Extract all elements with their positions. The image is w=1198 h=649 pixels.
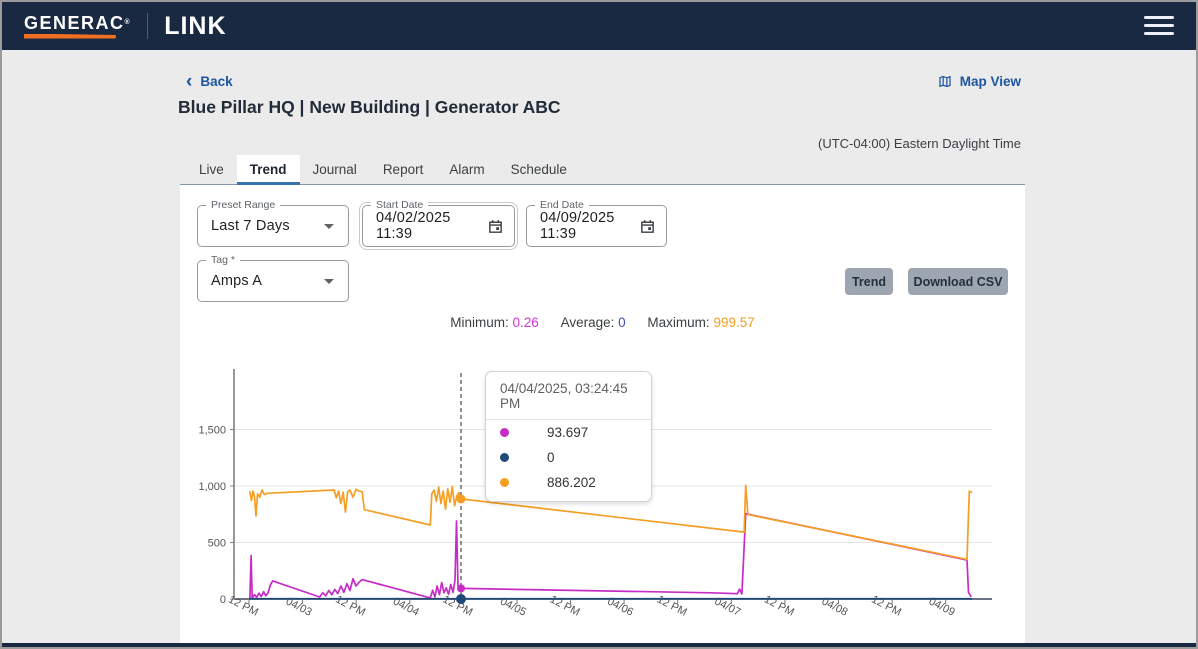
map-view-button[interactable]: Map View (937, 74, 1021, 89)
chart-tooltip: 04/04/2025, 03:24:45 PM 93.697 0 886.202 (485, 371, 652, 502)
tooltip-timestamp: 04/04/2025, 03:24:45 PM (486, 372, 651, 420)
chevron-down-icon (324, 279, 334, 284)
svg-text:12 PM: 12 PM (869, 594, 903, 619)
svg-text:12 PM: 12 PM (548, 594, 582, 619)
tooltip-row: 886.202 (486, 470, 651, 501)
tooltip-value: 0 (547, 450, 555, 465)
tab-live[interactable]: Live (186, 155, 237, 184)
link-wordmark: LINK (164, 12, 226, 41)
end-date-label: End Date (535, 199, 589, 211)
tab-trend[interactable]: Trend (237, 155, 300, 185)
svg-text:12 PM: 12 PM (655, 594, 689, 619)
generac-wordmark: GENERAC® (24, 14, 131, 32)
end-date-value: 04/09/2025 11:39 (540, 210, 639, 242)
trend-button[interactable]: Trend (845, 268, 893, 295)
start-date-label: Start Date (371, 199, 428, 211)
start-date-input[interactable]: Start Date 04/02/2025 11:39 (362, 205, 515, 247)
tag-label: Tag * (206, 254, 240, 266)
selected-point-marker (457, 494, 466, 503)
preset-range-select[interactable]: Preset Range Last 7 Days (197, 205, 349, 247)
preset-range-label: Preset Range (206, 199, 280, 211)
tooltip-row: 93.697 (486, 420, 651, 445)
tag-value: Amps A (211, 273, 262, 289)
tab-journal[interactable]: Journal (300, 155, 370, 184)
magenta-series-dot (500, 428, 509, 437)
svg-text:12 PM: 12 PM (334, 594, 368, 619)
map-icon (937, 74, 953, 89)
svg-text:1,500: 1,500 (198, 425, 226, 437)
orange-series-dot (500, 478, 509, 487)
back-chevron-icon: ‹ (186, 75, 192, 88)
map-view-label: Map View (960, 74, 1021, 89)
tab-report[interactable]: Report (370, 155, 437, 184)
download-csv-button[interactable]: Download CSV (908, 268, 1008, 295)
start-date-value: 04/02/2025 11:39 (376, 210, 487, 242)
end-date-input[interactable]: End Date 04/09/2025 11:39 (526, 205, 667, 247)
calendar-icon[interactable] (487, 218, 504, 235)
tab-bar: Live Trend Journal Report Alarm Schedule (180, 154, 1025, 185)
tooltip-value: 93.697 (547, 425, 588, 440)
page-title: Blue Pillar HQ | New Building | Generato… (178, 97, 561, 118)
registered-mark: ® (125, 19, 132, 26)
maximum-value: 999.57 (713, 315, 754, 330)
svg-text:500: 500 (208, 538, 226, 550)
preset-range-value: Last 7 Days (211, 218, 290, 234)
tooltip-value: 886.202 (547, 475, 596, 490)
calendar-icon[interactable] (639, 218, 656, 235)
average-label: Average: (561, 315, 615, 330)
generac-swoosh-underline (24, 34, 116, 39)
minimum-value: 0.26 (513, 315, 539, 330)
app-window: GENERAC® LINK ‹ Back Map View Blue Pilla… (0, 0, 1198, 649)
stats-summary: Minimum: 0.26 Average: 0 Maximum: 999.57 (180, 315, 1025, 330)
tag-select[interactable]: Tag * Amps A (197, 260, 349, 302)
back-button[interactable]: ‹ Back (186, 74, 233, 89)
selected-point-marker (457, 584, 465, 592)
selected-point-marker (456, 594, 466, 604)
top-app-bar: GENERAC® LINK (2, 2, 1196, 50)
chevron-down-icon (324, 224, 334, 229)
bottom-accent-bar (2, 643, 1196, 647)
svg-text:12 PM: 12 PM (226, 594, 260, 619)
minimum-label: Minimum: (450, 315, 509, 330)
series-magenta (250, 514, 971, 598)
svg-text:1,000: 1,000 (198, 481, 226, 493)
average-value: 0 (618, 315, 626, 330)
back-label: Back (200, 74, 232, 89)
tooltip-row: 0 (486, 445, 651, 470)
svg-text:12 PM: 12 PM (762, 594, 796, 619)
tab-alarm[interactable]: Alarm (436, 155, 497, 184)
blue-series-dot (500, 453, 509, 462)
svg-text:0: 0 (220, 594, 226, 606)
logo-divider (147, 13, 148, 39)
generac-logo: GENERAC® LINK (24, 12, 227, 41)
maximum-label: Maximum: (647, 315, 709, 330)
timezone-label: (UTC-04:00) Eastern Daylight Time (818, 136, 1021, 151)
hamburger-menu-icon[interactable] (1144, 16, 1174, 35)
tab-schedule[interactable]: Schedule (498, 155, 580, 184)
